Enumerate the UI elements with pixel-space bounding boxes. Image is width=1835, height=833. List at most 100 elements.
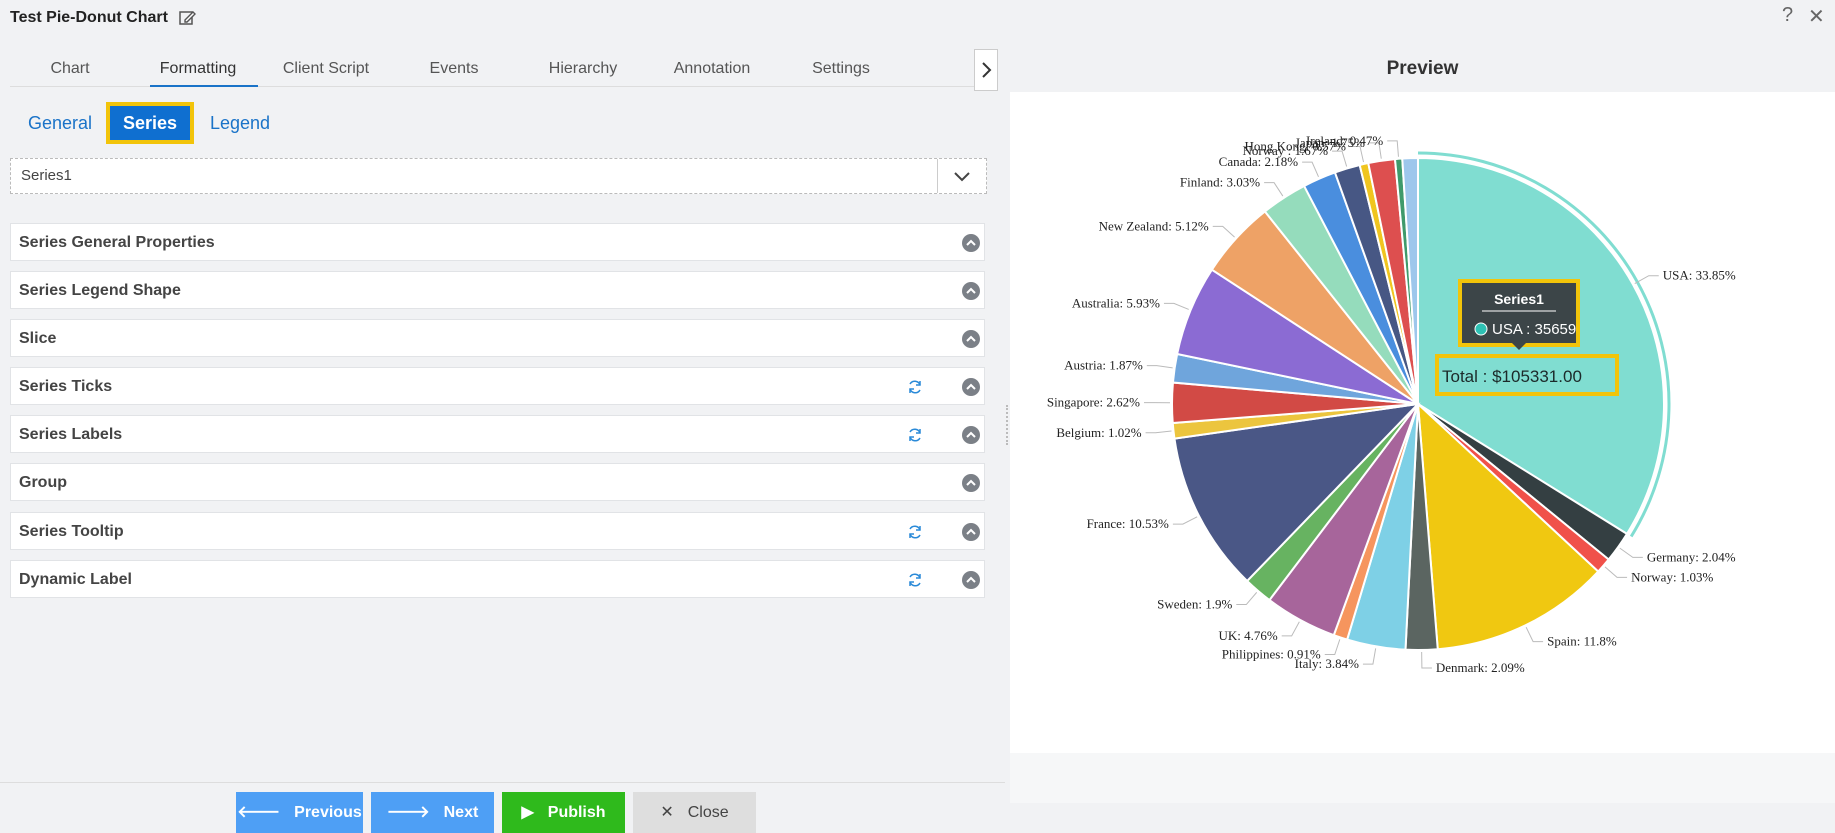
series-dot-icon: [1475, 323, 1487, 335]
close-label: Close: [688, 804, 729, 821]
page-title: Test Pie-Donut Chart: [10, 9, 168, 27]
slice-label: France: 10.53%: [1087, 516, 1169, 531]
chevron-up-icon[interactable]: [962, 571, 980, 589]
chevron-up-icon[interactable]: [962, 330, 980, 348]
close-button[interactable]: ✕ Close: [633, 792, 756, 833]
panel-label: Dynamic Label: [19, 561, 132, 599]
tooltip-series-name: Series1: [1494, 291, 1544, 307]
chevron-up-icon[interactable]: [962, 282, 980, 300]
preview-pane: Preview USA: 33.85% Germany: 2.04% Norway:…: [1010, 38, 1835, 803]
panel-label: Series Legend Shape: [19, 272, 181, 310]
label-tick: [1363, 648, 1376, 664]
slice-label: Singapore: 2.62%: [1047, 395, 1140, 410]
preview-title: Preview: [1010, 58, 1835, 80]
chevron-up-icon[interactable]: [962, 234, 980, 252]
tab-client-script[interactable]: Client Script: [266, 52, 386, 86]
series-select[interactable]: Series1: [10, 158, 987, 194]
next-button[interactable]: 🡒 Next: [371, 792, 494, 833]
previous-button[interactable]: 🡐 Previous: [236, 792, 363, 833]
slice-label: Australia: 5.93%: [1072, 295, 1160, 310]
subtab-general[interactable]: General: [28, 104, 92, 142]
label-tick: [1147, 366, 1173, 368]
tab-settings[interactable]: Settings: [781, 52, 901, 86]
refresh-icon[interactable]: [907, 427, 923, 443]
chevron-up-icon[interactable]: [962, 523, 980, 541]
edit-icon[interactable]: [178, 9, 196, 27]
chevron-right-icon: [980, 61, 992, 79]
label-tick: [1264, 183, 1283, 196]
chart-tooltip: [1458, 279, 1580, 350]
formatting-pane: Chart Formatting Client Script Events Hi…: [0, 38, 1007, 803]
arrow-left-icon: 🡐: [237, 804, 280, 821]
panel-series-ticks[interactable]: Series Ticks: [10, 367, 985, 405]
tab-formatting[interactable]: Formatting: [138, 52, 258, 86]
panel-series-labels[interactable]: Series Labels: [10, 415, 985, 453]
tab-annotation[interactable]: Annotation: [652, 52, 772, 86]
refresh-icon[interactable]: [907, 524, 923, 540]
slice-label: Denmark: 2.09%: [1436, 660, 1525, 675]
arrow-right-icon: 🡒: [387, 804, 430, 821]
label-tick: [1282, 622, 1300, 636]
slice-label: USA: 33.85%: [1663, 268, 1736, 283]
slice-label: Norway: 1.03%: [1631, 569, 1713, 584]
label-tick: [1164, 303, 1189, 309]
preview-footer: [1010, 753, 1835, 803]
chevron-up-icon[interactable]: [962, 378, 980, 396]
x-icon: ✕: [660, 804, 673, 821]
chevron-up-icon[interactable]: [962, 474, 980, 492]
publish-button[interactable]: ▶ Publish: [502, 792, 625, 833]
tooltip-value: USA : 35659: [1492, 321, 1576, 338]
slice-label: Philippines: 0.91%: [1222, 647, 1321, 662]
previous-label: Previous: [294, 804, 362, 821]
refresh-icon[interactable]: [907, 379, 923, 395]
slice-label: Spain: 11.8%: [1547, 634, 1617, 649]
tabs-scroll-right-button[interactable]: [974, 49, 998, 91]
label-tick: [1173, 517, 1197, 524]
series-select-toggle[interactable]: [937, 159, 986, 193]
label-tick: [1213, 226, 1235, 237]
next-label: Next: [444, 804, 479, 821]
close-icon[interactable]: ✕: [1808, 4, 1825, 29]
slice-label: Austria: 1.87%: [1064, 358, 1143, 373]
subtab-legend[interactable]: Legend: [210, 104, 270, 142]
label-tick: [1236, 592, 1256, 604]
tab-hierarchy[interactable]: Hierarchy: [523, 52, 643, 86]
play-icon: ▶: [521, 804, 533, 821]
panel-slice[interactable]: Slice: [10, 319, 985, 357]
slice-label: Germany: 2.04%: [1647, 549, 1736, 564]
slice-label: New Zealand: 5.12%: [1099, 218, 1209, 233]
panel-label: Series Ticks: [19, 368, 112, 406]
panel-series-tooltip[interactable]: Series Tooltip: [10, 512, 985, 550]
label-tick: [1387, 141, 1398, 157]
total-label: Total : $105331.00: [1442, 367, 1582, 386]
panel-dynamic-label[interactable]: Dynamic Label: [10, 560, 985, 598]
tab-chart[interactable]: Chart: [10, 52, 130, 86]
main-tabs: Chart Formatting Client Script Events Hi…: [10, 52, 975, 87]
pie-chart: USA: 33.85% Germany: 2.04% Norway: 1.03% Sp…: [1010, 92, 1835, 753]
panel-series-general-properties[interactable]: Series General Properties: [10, 223, 985, 261]
subtab-series[interactable]: Series: [106, 102, 194, 144]
chevron-up-icon[interactable]: [962, 426, 980, 444]
preview-header: Preview: [1010, 38, 1835, 92]
slice-label: UK: 4.76%: [1218, 628, 1277, 643]
chevron-down-icon: [953, 170, 971, 182]
slice-label: Belgium: 1.02%: [1056, 425, 1141, 440]
panel-label: Series Tooltip: [19, 513, 124, 551]
label-tick: [1325, 639, 1340, 654]
series-select-value: Series1: [21, 159, 72, 193]
label-tick: [1422, 652, 1432, 668]
panel-group[interactable]: Group: [10, 463, 985, 501]
slice-label: Finland: 3.03%: [1180, 175, 1260, 190]
label-tick: [1526, 627, 1543, 641]
publish-label: Publish: [548, 804, 606, 821]
label-tick: [1302, 162, 1318, 177]
title-bar: Test Pie-Donut Chart ? ✕: [0, 0, 1835, 38]
help-icon[interactable]: ?: [1782, 4, 1793, 27]
panel-series-legend-shape[interactable]: Series Legend Shape: [10, 271, 985, 309]
refresh-icon[interactable]: [907, 572, 923, 588]
label-tick: [1146, 431, 1172, 433]
tab-events[interactable]: Events: [394, 52, 514, 86]
panel-label: Group: [19, 464, 67, 502]
label-tick: [1620, 548, 1643, 557]
panel-label: Series General Properties: [19, 224, 215, 262]
